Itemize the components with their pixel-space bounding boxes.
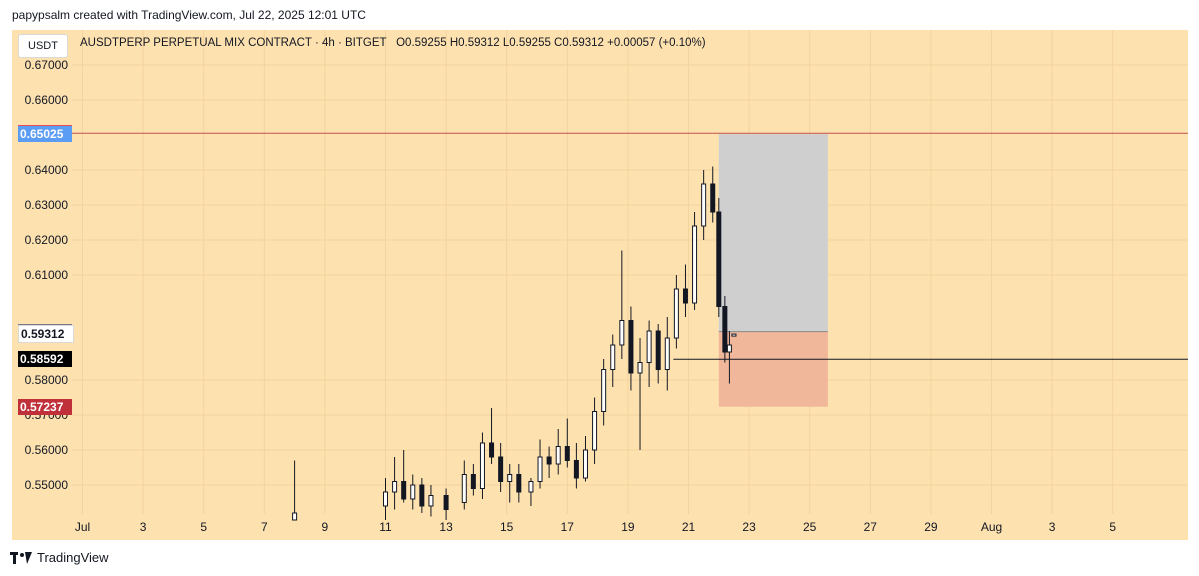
stop-zone xyxy=(718,331,828,407)
tradingview-icon xyxy=(10,551,32,564)
candle-up xyxy=(507,474,513,482)
price-label-support: 0.58592 xyxy=(18,351,72,368)
candle-down xyxy=(628,320,634,374)
candle-up xyxy=(383,491,388,507)
price-tick-label: 0.62000 xyxy=(24,233,68,247)
price-tick-label: 0.56000 xyxy=(24,443,68,457)
time-tick-label: 29 xyxy=(924,520,938,534)
candle-down xyxy=(516,474,522,493)
candle-up xyxy=(601,369,607,412)
candle-up xyxy=(731,333,737,337)
candle-up xyxy=(726,344,732,353)
currency-unit-button[interactable]: USDT xyxy=(18,34,68,58)
price-tick-label: 0.63000 xyxy=(24,198,68,212)
time-tick-label: 3 xyxy=(139,520,147,534)
time-tick-label: 5 xyxy=(200,520,208,534)
candle-up xyxy=(637,362,643,374)
time-tick-label: 27 xyxy=(863,520,877,534)
candle-down xyxy=(655,330,661,370)
price-label-stop: 0.57237 xyxy=(18,398,72,415)
time-tick-label: 19 xyxy=(621,520,635,534)
candle-up xyxy=(555,446,561,465)
candle-down xyxy=(716,211,722,307)
time-tick-label: 21 xyxy=(681,520,696,534)
candle-up xyxy=(664,337,670,370)
price-tick-label: 0.61000 xyxy=(24,268,68,282)
time-tick-label: 11 xyxy=(379,520,392,534)
candle-up xyxy=(528,481,534,493)
candle-up xyxy=(692,225,698,304)
time-tick-label: 9 xyxy=(321,520,329,534)
candle-down xyxy=(546,456,552,465)
candle-up xyxy=(619,320,625,346)
price-tick-label: 0.67000 xyxy=(24,58,68,72)
candle-up xyxy=(701,183,707,227)
candle-down xyxy=(443,495,449,510)
price-tick-label: 0.64000 xyxy=(24,163,68,177)
tradingview-wordmark: TradingView xyxy=(37,550,109,565)
candle-up xyxy=(392,481,398,493)
price-label-target: 0.65025 xyxy=(18,126,72,143)
ohlc-values: O0.59255 H0.59312 L0.59255 C0.59312 +0.0… xyxy=(396,37,706,49)
time-tick-label: 25 xyxy=(803,520,817,534)
candle-down xyxy=(489,442,495,458)
target-zone xyxy=(718,134,828,332)
time-tick-label: 5 xyxy=(1109,520,1117,534)
price-label-last: 0.59312 xyxy=(18,325,74,344)
time-tick-label: 23 xyxy=(742,520,756,534)
price-tick-label: 0.58000 xyxy=(24,373,68,387)
candle-up xyxy=(646,330,652,363)
price-chart[interactable]: 0.67000 0.66000 0.64000 0.63000 0.62000 0.610… xyxy=(12,30,1188,540)
time-tick-label: Jul xyxy=(74,520,91,534)
candle-up xyxy=(428,495,434,507)
candle-down xyxy=(498,456,504,482)
price-tick-label: 0.66000 xyxy=(24,93,68,107)
candle-up xyxy=(461,474,467,503)
time-tick-label: 17 xyxy=(560,520,574,534)
price-axis[interactable]: 0.67000 0.66000 0.64000 0.63000 0.62000 0.610… xyxy=(12,30,74,514)
candle-up xyxy=(292,512,298,521)
time-tick-label: 13 xyxy=(439,520,453,534)
candle-down xyxy=(470,474,476,489)
symbol-legend[interactable]: AUSDTPERP PERPETUAL MIX CONTRACT · 4h · … xyxy=(80,37,706,49)
candle-up xyxy=(537,456,543,482)
candle-up xyxy=(582,449,588,479)
candle-up xyxy=(610,344,616,370)
chart-attribution: papypsalm created with TradingView.com, … xyxy=(12,8,366,22)
symbol-title: AUSDTPERP PERPETUAL MIX CONTRACT · 4h · … xyxy=(80,37,387,49)
candle-up xyxy=(410,484,416,500)
tradingview-logo: TradingView xyxy=(10,550,109,565)
time-tick-label: Aug xyxy=(980,520,1003,534)
candle-down xyxy=(710,183,716,213)
time-tick-label: 3 xyxy=(1048,520,1056,534)
candle-down xyxy=(682,288,688,304)
time-tick-label: 15 xyxy=(500,520,514,534)
candle-down xyxy=(401,481,407,500)
candle-down xyxy=(573,460,579,479)
chart-canvas[interactable] xyxy=(12,30,1188,540)
candle-down xyxy=(419,484,425,507)
candle-up xyxy=(479,442,485,489)
candle-up xyxy=(673,288,679,339)
price-tick-label: 0.55000 xyxy=(24,478,68,492)
time-axis[interactable]: Jul 3 5 7 9 11 13 15 17 19 21 23 25 27 29 Aug 3 5 xyxy=(12,514,1188,540)
candle-up xyxy=(592,411,598,451)
candle-down xyxy=(722,306,728,353)
candle-down xyxy=(564,446,570,461)
time-tick-label: 7 xyxy=(260,520,268,534)
